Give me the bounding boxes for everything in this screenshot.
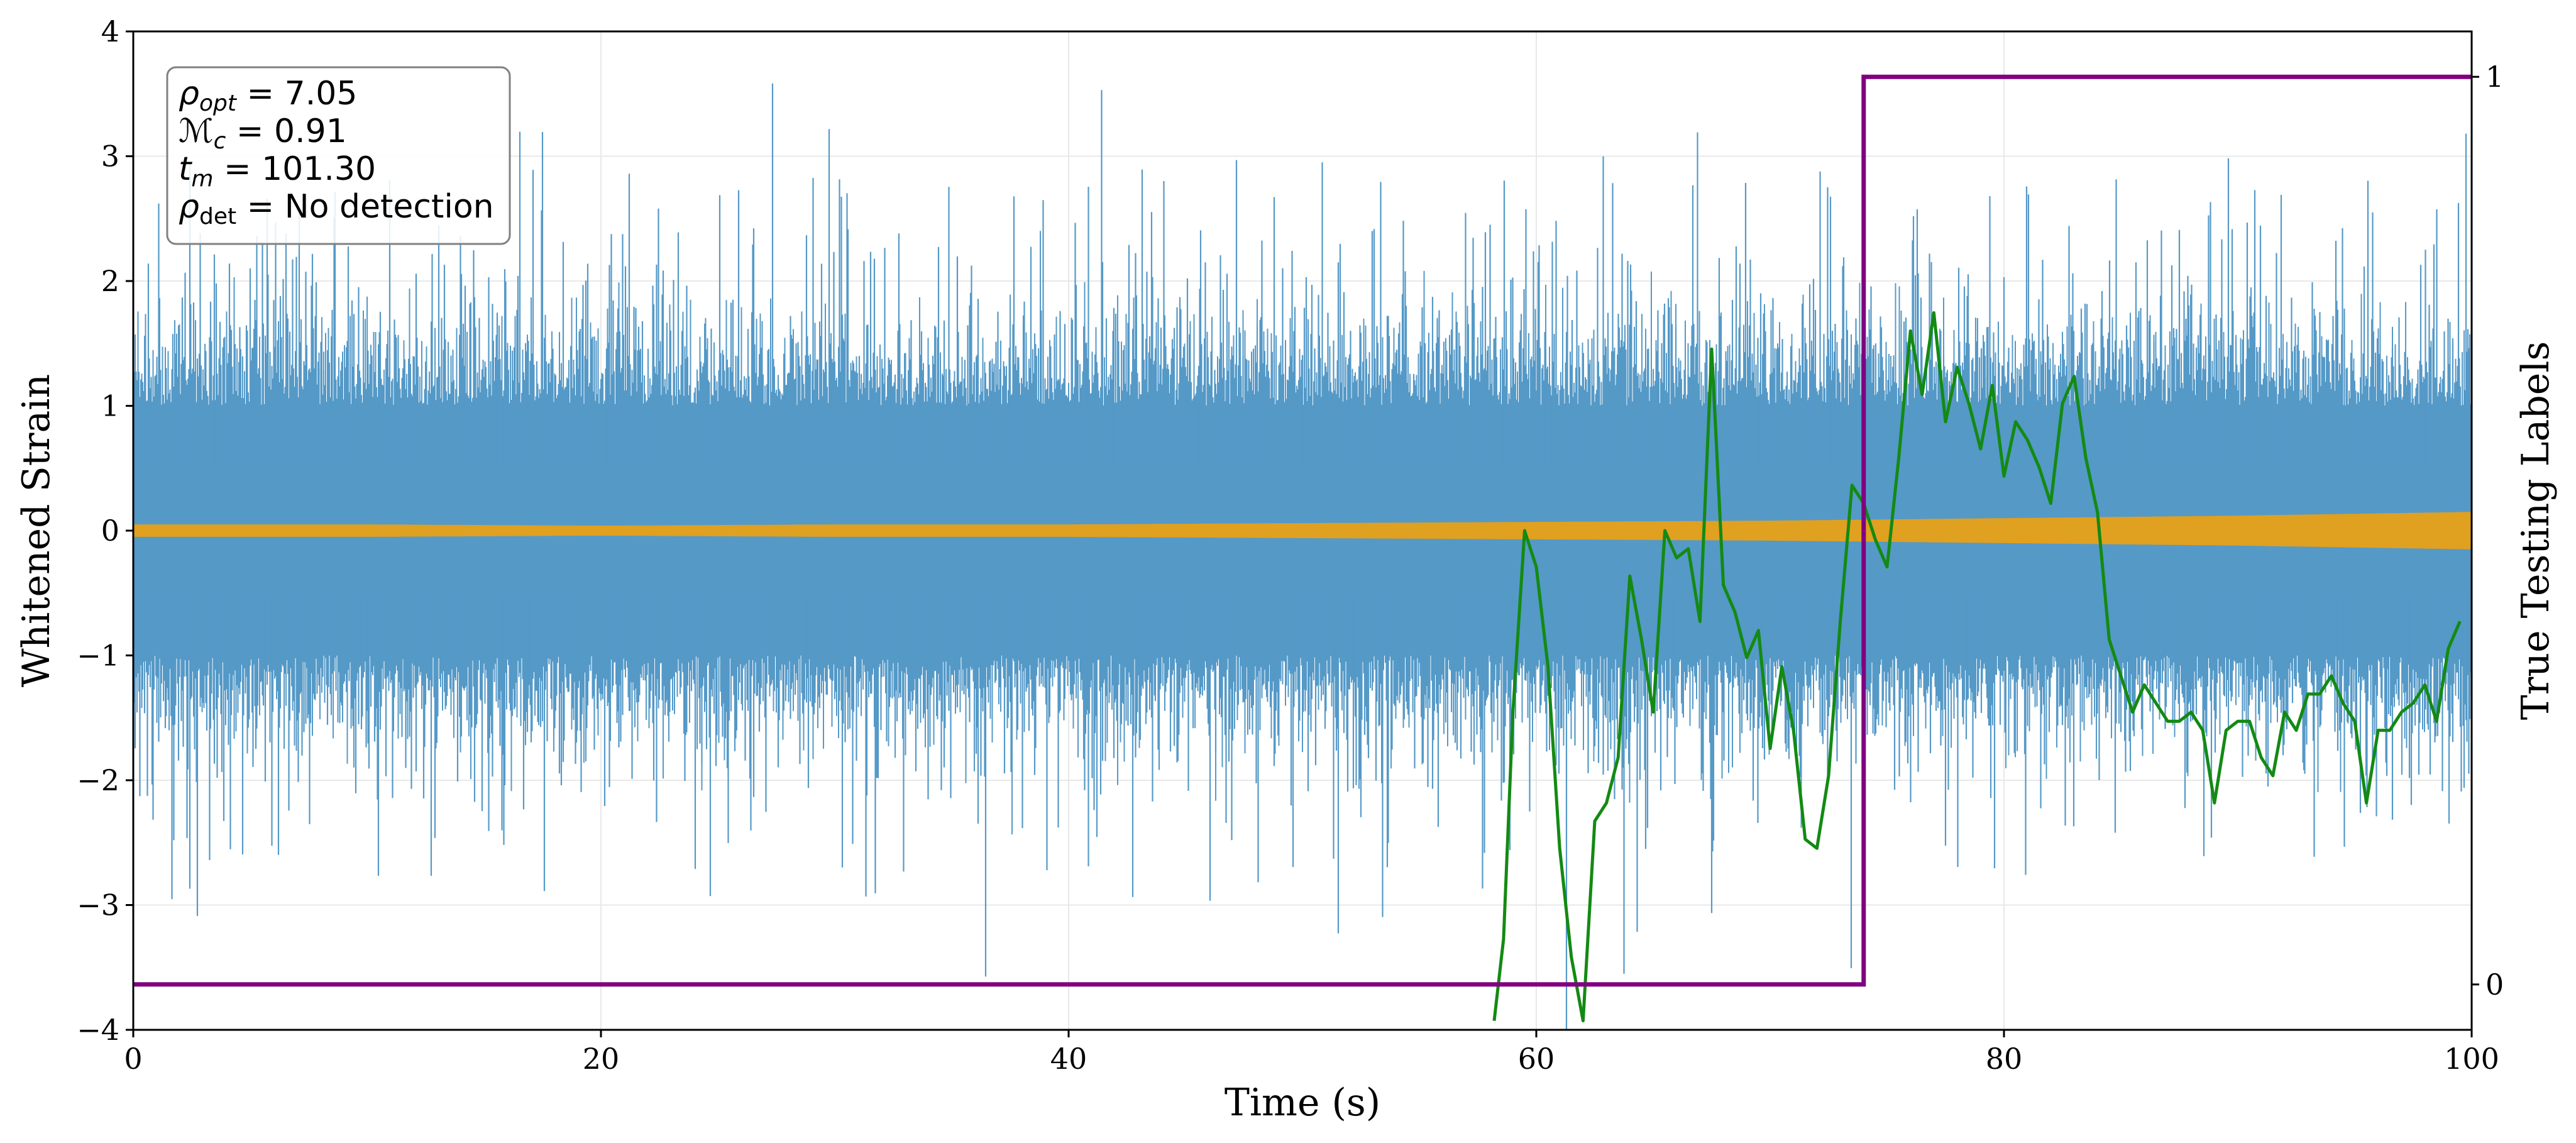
y-tick-label: −4	[77, 1013, 119, 1047]
y-tick-label: 2	[101, 264, 119, 298]
x-tick-label: 100	[2444, 1042, 2499, 1076]
tm-symbol: t	[179, 150, 192, 188]
x-tick-label: 0	[124, 1042, 142, 1076]
tm-value: = 101.30	[213, 150, 376, 188]
y-axis-label: Whitened Strain	[14, 374, 58, 687]
rho-opt-subscript: opt	[199, 91, 238, 116]
annotation-line-rho-opt: ρopt = 7.05	[179, 75, 357, 116]
mc-subscript: c	[214, 128, 226, 154]
y-tick-label: 4	[101, 14, 119, 48]
y-tick-label: 0	[101, 514, 119, 548]
rho-opt-symbol: ρ	[179, 75, 199, 113]
x-tick-label: 80	[1986, 1042, 2023, 1076]
mc-symbol: ℳ	[179, 113, 214, 150]
true-label-step	[133, 74, 2472, 987]
tm-subscript: m	[191, 166, 213, 192]
noise-spikes	[134, 83, 2471, 1030]
y-tick-label: 1	[101, 389, 119, 423]
y2-axis-ticks: 01	[2472, 60, 2504, 1002]
prediction-line	[1492, 311, 2462, 1023]
annotation-line-mc: ℳc = 0.91	[179, 113, 347, 154]
y2-tick-label: 0	[2485, 968, 2504, 1002]
y-tick-label: −1	[77, 639, 119, 673]
annotation-line-tm: tm = 101.30	[179, 150, 376, 192]
signal-band	[133, 512, 2472, 549]
rho-det-subscript: det	[199, 204, 236, 229]
stats-annotation: ρopt = 7.05 ℳc = 0.91 tm = 101.30 ρdet =…	[166, 66, 511, 245]
x-axis-ticks: 0 20 40 60 80 100	[124, 1030, 2499, 1076]
rho-det-symbol: ρ	[179, 188, 199, 226]
series-layer	[133, 74, 2472, 1030]
mc-value: = 0.91	[226, 113, 346, 150]
y-tick-label: 3	[101, 140, 119, 174]
y-axis-ticks: −4 −3 −2 −1 0 1 2 3 4	[77, 14, 133, 1047]
y2-tick-label: 1	[2485, 60, 2504, 94]
x-tick-label: 40	[1050, 1042, 1087, 1076]
y2-axis-label: True Testing Labels	[2514, 341, 2558, 721]
x-axis-label: Time (s)	[1225, 1081, 1380, 1125]
x-tick-label: 60	[1518, 1042, 1555, 1076]
y-tick-label: −3	[77, 888, 119, 922]
x-tick-label: 20	[583, 1042, 620, 1076]
annotation-line-rho-det: ρdet = No detection	[179, 188, 494, 229]
annotation-box	[166, 66, 511, 245]
y-tick-label: −2	[77, 763, 119, 797]
rho-opt-value: = 7.05	[236, 75, 357, 113]
rho-det-value: = No detection	[236, 188, 493, 226]
